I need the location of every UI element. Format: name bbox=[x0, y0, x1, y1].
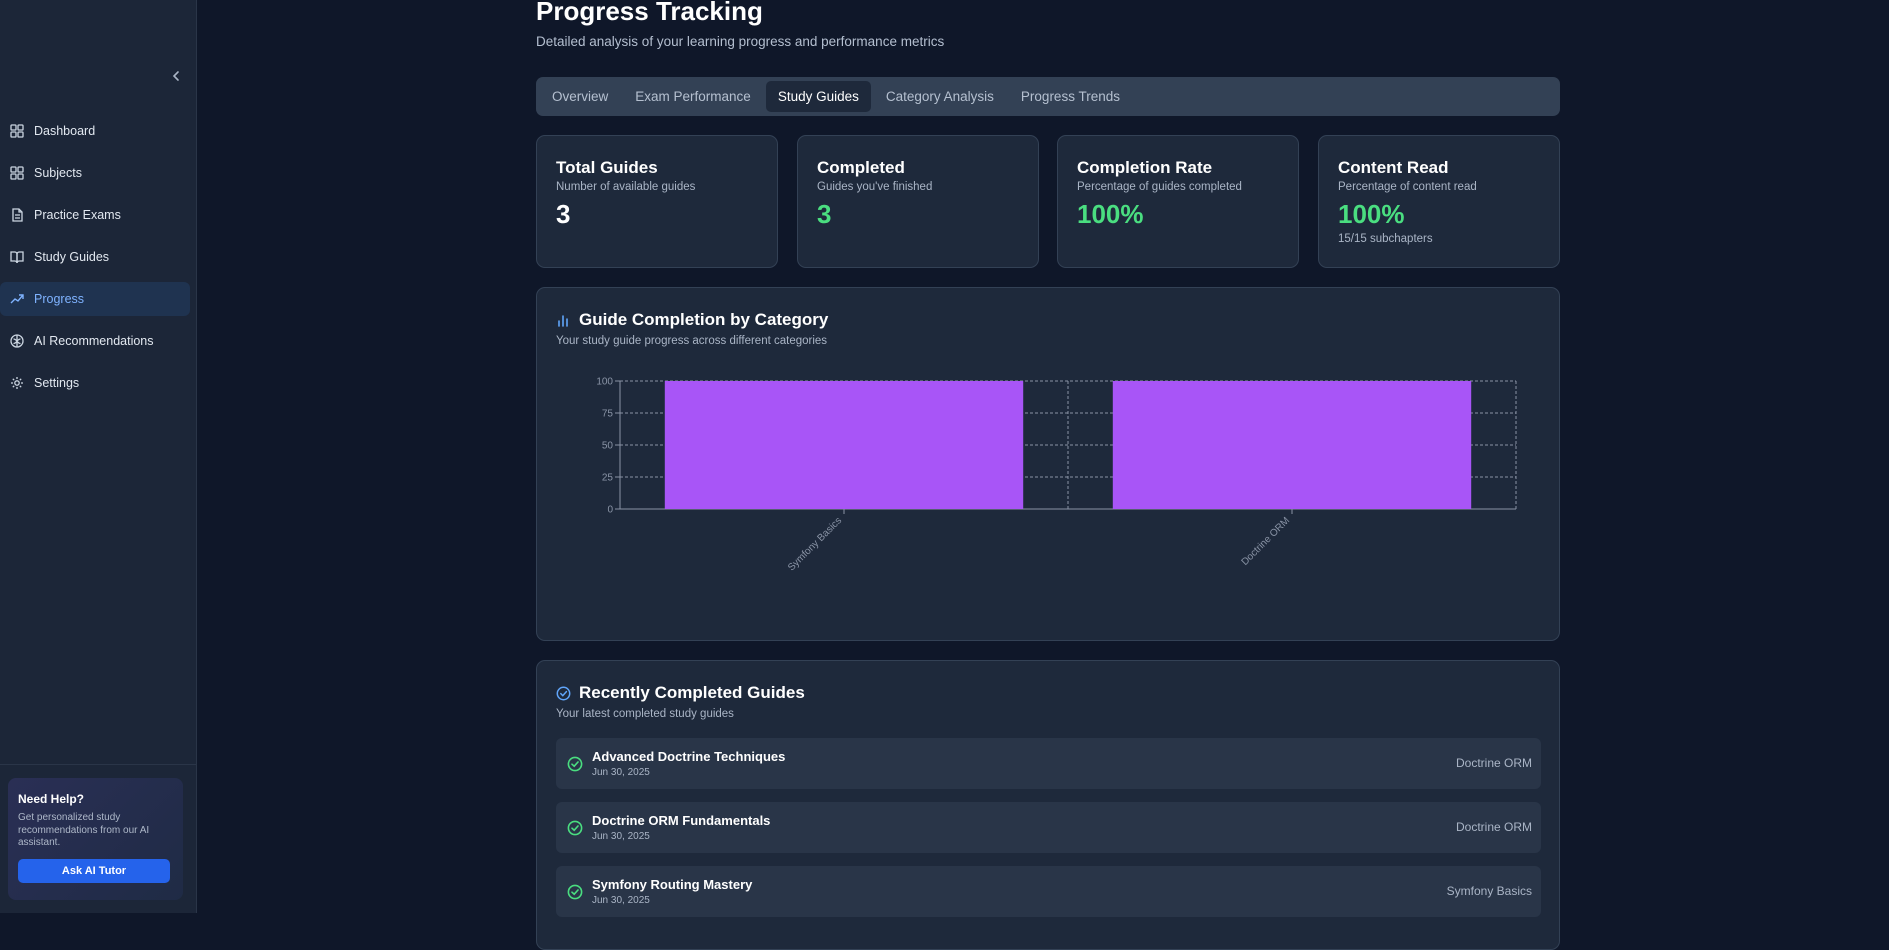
stat-sub: 15/15 subchapters bbox=[1338, 233, 1433, 245]
sidebar-item-subjects[interactable]: Subjects bbox=[0, 156, 190, 190]
sidebar-item-label: AI Recommendations bbox=[34, 334, 154, 348]
page-subtitle: Detailed analysis of your learning progr… bbox=[536, 34, 945, 49]
chart-card-desc: Your study guide progress across differe… bbox=[556, 335, 828, 347]
y-tick-label: 50 bbox=[602, 441, 614, 452]
recent-title-text: Recently Completed Guides bbox=[579, 683, 805, 702]
collapse-sidebar-button[interactable] bbox=[168, 68, 184, 84]
bar bbox=[1112, 381, 1472, 509]
sidebar-item-study-guides[interactable]: Study Guides bbox=[0, 240, 190, 274]
stat-desc: Number of available guides bbox=[556, 181, 696, 193]
chart-title-text: Guide Completion by Category bbox=[579, 310, 829, 329]
sidebar-item-practice-exams[interactable]: Practice Exams bbox=[0, 198, 190, 232]
sidebar-nav: Dashboard Subjects Practice Exams Study … bbox=[0, 114, 190, 408]
stat-title: Completion Rate bbox=[1077, 158, 1213, 177]
list-item[interactable]: Advanced Doctrine Techniques Jun 30, 202… bbox=[556, 738, 1541, 789]
stat-desc: Percentage of guides completed bbox=[1077, 181, 1242, 193]
x-tick-label: Doctrine ORM bbox=[1240, 515, 1293, 568]
tab-study-guides[interactable]: Study Guides bbox=[765, 81, 871, 112]
recent-guides-card: Recently Completed Guides Your latest co… bbox=[536, 660, 1560, 950]
stat-desc: Guides you've finished bbox=[817, 181, 933, 193]
guide-date: Jun 30, 2025 bbox=[592, 895, 650, 906]
guide-category: Doctrine ORM bbox=[1455, 820, 1532, 834]
tab-overview[interactable]: Overview bbox=[552, 89, 609, 104]
sidebar-item-progress[interactable]: Progress bbox=[0, 282, 190, 316]
y-tick-label: 25 bbox=[602, 473, 614, 484]
tab-bar: Overview Exam Performance Study Guides C… bbox=[536, 77, 1560, 116]
stat-title: Total Guides bbox=[556, 158, 658, 177]
y-tick-label: 100 bbox=[596, 377, 613, 388]
stat-value: 100% bbox=[1338, 199, 1405, 229]
recent-card-desc: Your latest completed study guides bbox=[556, 708, 734, 720]
bar-chart-icon bbox=[558, 314, 568, 327]
list-item[interactable]: Symfony Routing Mastery Jun 30, 2025 Sym… bbox=[556, 866, 1541, 917]
stat-card-content-read: Content Read Percentage of content read … bbox=[1318, 135, 1560, 268]
trending-up-icon bbox=[10, 294, 24, 304]
help-card: Need Help? Get personalized study recomm… bbox=[8, 778, 183, 900]
sidebar-item-ai-recommendations[interactable]: AI Recommendations bbox=[0, 324, 190, 358]
guide-category: Symfony Basics bbox=[1446, 884, 1532, 898]
gear-icon bbox=[11, 377, 23, 389]
tab-progress-trends[interactable]: Progress Trends bbox=[1020, 89, 1120, 104]
guide-date: Jun 30, 2025 bbox=[592, 831, 650, 842]
stat-value: 100% bbox=[1077, 199, 1144, 229]
stat-card-completed: Completed Guides you've finished 3 bbox=[797, 135, 1039, 268]
sidebar: Dashboard Subjects Practice Exams Study … bbox=[0, 0, 197, 913]
dashboard-icon bbox=[10, 124, 24, 138]
list-item[interactable]: Doctrine ORM Fundamentals Jun 30, 2025 D… bbox=[556, 802, 1541, 853]
y-tick-label: 0 bbox=[607, 505, 613, 516]
stat-desc: Percentage of content read bbox=[1338, 181, 1477, 193]
guide-completion-chart-card: Guide Completion by Category Your study … bbox=[536, 287, 1560, 641]
sidebar-item-label: Practice Exams bbox=[34, 208, 121, 222]
book-icon bbox=[10, 251, 24, 264]
brain-icon bbox=[10, 334, 24, 348]
stat-card-total-guides: Total Guides Number of available guides … bbox=[536, 135, 778, 268]
check-circle-icon bbox=[567, 820, 583, 836]
sidebar-item-label: Study Guides bbox=[34, 250, 110, 264]
sidebar-item-label: Settings bbox=[34, 376, 80, 390]
guide-category: Doctrine ORM bbox=[1455, 756, 1532, 770]
sidebar-divider bbox=[0, 764, 197, 765]
stat-value: 3 bbox=[817, 199, 832, 229]
stat-value: 3 bbox=[556, 199, 571, 229]
stat-card-completion-rate: Completion Rate Percentage of guides com… bbox=[1057, 135, 1299, 268]
tab-category-analysis[interactable]: Category Analysis bbox=[885, 89, 994, 104]
tab-exam-performance[interactable]: Exam Performance bbox=[635, 89, 751, 104]
sidebar-item-settings[interactable]: Settings bbox=[0, 366, 190, 400]
ask-ai-tutor-button[interactable]: Ask AI Tutor bbox=[18, 858, 170, 883]
help-text: Get personalized study recommendations f… bbox=[18, 812, 150, 848]
check-circle-icon bbox=[567, 884, 583, 900]
sidebar-item-label: Progress bbox=[34, 292, 85, 306]
x-tick-label: Symfony Basics bbox=[786, 515, 844, 573]
guide-name: Advanced Doctrine Techniques bbox=[592, 749, 786, 764]
guide-name: Doctrine ORM Fundamentals bbox=[592, 813, 771, 828]
y-tick-label: 75 bbox=[602, 409, 614, 420]
sidebar-item-label: Dashboard bbox=[34, 124, 96, 138]
sidebar-item-dashboard[interactable]: Dashboard bbox=[0, 114, 190, 148]
page-title: Progress Tracking bbox=[536, 0, 763, 26]
check-circle-icon bbox=[556, 686, 571, 700]
bar bbox=[664, 381, 1024, 509]
recent-card-title: Recently Completed Guides bbox=[556, 683, 1540, 703]
subjects-icon bbox=[10, 166, 24, 180]
guide-name: Symfony Routing Mastery bbox=[592, 877, 753, 892]
chevron-left-icon bbox=[172, 71, 179, 81]
document-icon bbox=[12, 208, 23, 222]
help-title: Need Help? bbox=[18, 792, 85, 806]
stat-title: Content Read bbox=[1338, 158, 1449, 177]
check-circle-icon bbox=[567, 756, 583, 772]
guide-date: Jun 30, 2025 bbox=[592, 767, 650, 778]
completion-bar-chart: 0 25 50 75 100 Symfony Basics Doctrine ORM bbox=[596, 377, 1517, 573]
chart-card-title: Guide Completion by Category bbox=[556, 310, 1540, 330]
stat-title: Completed bbox=[817, 158, 905, 177]
sidebar-item-label: Subjects bbox=[34, 166, 82, 180]
